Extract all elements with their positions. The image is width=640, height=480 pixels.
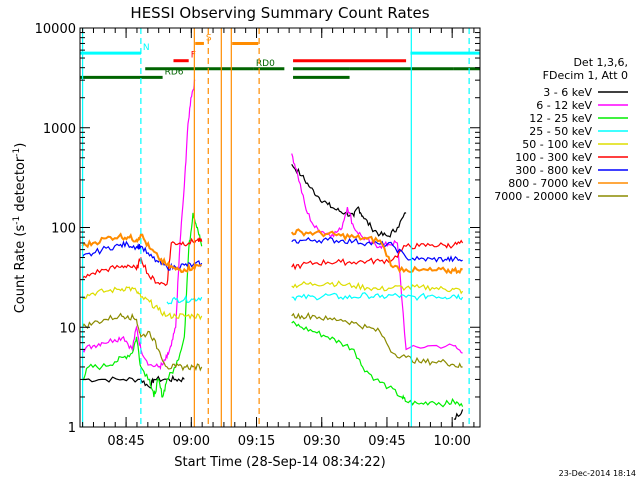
flag-label-rd6: RD6 bbox=[165, 67, 184, 77]
y-axis-label-main: Count Rate (s bbox=[13, 225, 28, 314]
series-line-9 bbox=[81, 311, 463, 372]
axes-ticks: 1 10 100 1000 10000 08:45 09:00 09:15 09:30 09:45… bbox=[35, 22, 480, 449]
x-tick-label-5: 09:45 bbox=[368, 434, 405, 449]
series-line-8 bbox=[81, 228, 463, 275]
legend-label-3: 12 - 25 keV bbox=[529, 112, 592, 125]
footer-date: 23-Dec-2014 18:14 bbox=[559, 469, 636, 478]
y-axis-label-end: ) bbox=[13, 143, 28, 148]
legend-label-6: 100 - 300 keV bbox=[515, 151, 592, 164]
legend-label-8: 800 - 7000 keV bbox=[508, 177, 592, 190]
y-tick-label-1: 1 bbox=[68, 421, 76, 436]
y-axis-label: Count Rate (s-1 detector-1) bbox=[12, 143, 28, 314]
series-line-6 bbox=[81, 237, 464, 287]
series-line-3 bbox=[81, 212, 464, 408]
chart-title: HESSI Observing Summary Count Rates bbox=[130, 4, 429, 22]
y-axis-label-sup1: -1 bbox=[12, 216, 22, 225]
y-tick-label-2: 10 bbox=[59, 321, 76, 336]
legend-label-1: 3 - 6 keV bbox=[543, 86, 592, 99]
x-tick-label-3: 09:15 bbox=[238, 434, 275, 449]
plot-frame bbox=[79, 27, 481, 428]
legend-header-2: FDecim 1, Att 0 bbox=[543, 69, 628, 82]
flag-label-s: S bbox=[206, 33, 212, 43]
legend-label-2: 6 - 12 keV bbox=[536, 99, 592, 112]
series-line-2 bbox=[81, 79, 463, 371]
y-tick-label-3: 100 bbox=[51, 222, 76, 237]
legend-label-4: 25 - 50 keV bbox=[529, 125, 592, 138]
legend-label-9: 7000 - 20000 keV bbox=[494, 190, 592, 203]
y-axis-label-sup2: -1 bbox=[12, 148, 22, 157]
series-line-4 bbox=[166, 292, 464, 305]
flag-label-rd0: RD0 bbox=[256, 59, 275, 69]
plot-area: N SF RD0 RD6 bbox=[80, 28, 480, 427]
x-tick-label-2: 09:00 bbox=[173, 434, 210, 449]
x-axis-label: Start Time (28-Sep-14 08:34:22) bbox=[174, 455, 385, 470]
y-tick-label-4: 1000 bbox=[43, 122, 76, 137]
series-line-5 bbox=[81, 280, 464, 321]
x-tick-label-4: 09:30 bbox=[303, 434, 340, 449]
legend-header-1: Det 1,3,6, bbox=[573, 56, 628, 69]
y-axis-label-mid: detector bbox=[13, 156, 28, 216]
x-tick-label-6: 10:00 bbox=[433, 434, 470, 449]
series-line-1 bbox=[82, 163, 464, 420]
flag-label-f: F bbox=[191, 51, 196, 61]
flag-label-n: N bbox=[143, 43, 150, 53]
series-line-7 bbox=[81, 236, 463, 271]
y-tick-label-5: 10000 bbox=[35, 22, 76, 37]
x-tick-label-1: 08:45 bbox=[107, 434, 144, 449]
legend-label-7: 300 - 800 keV bbox=[515, 164, 592, 177]
legend-label-5: 50 - 100 keV bbox=[522, 138, 592, 151]
